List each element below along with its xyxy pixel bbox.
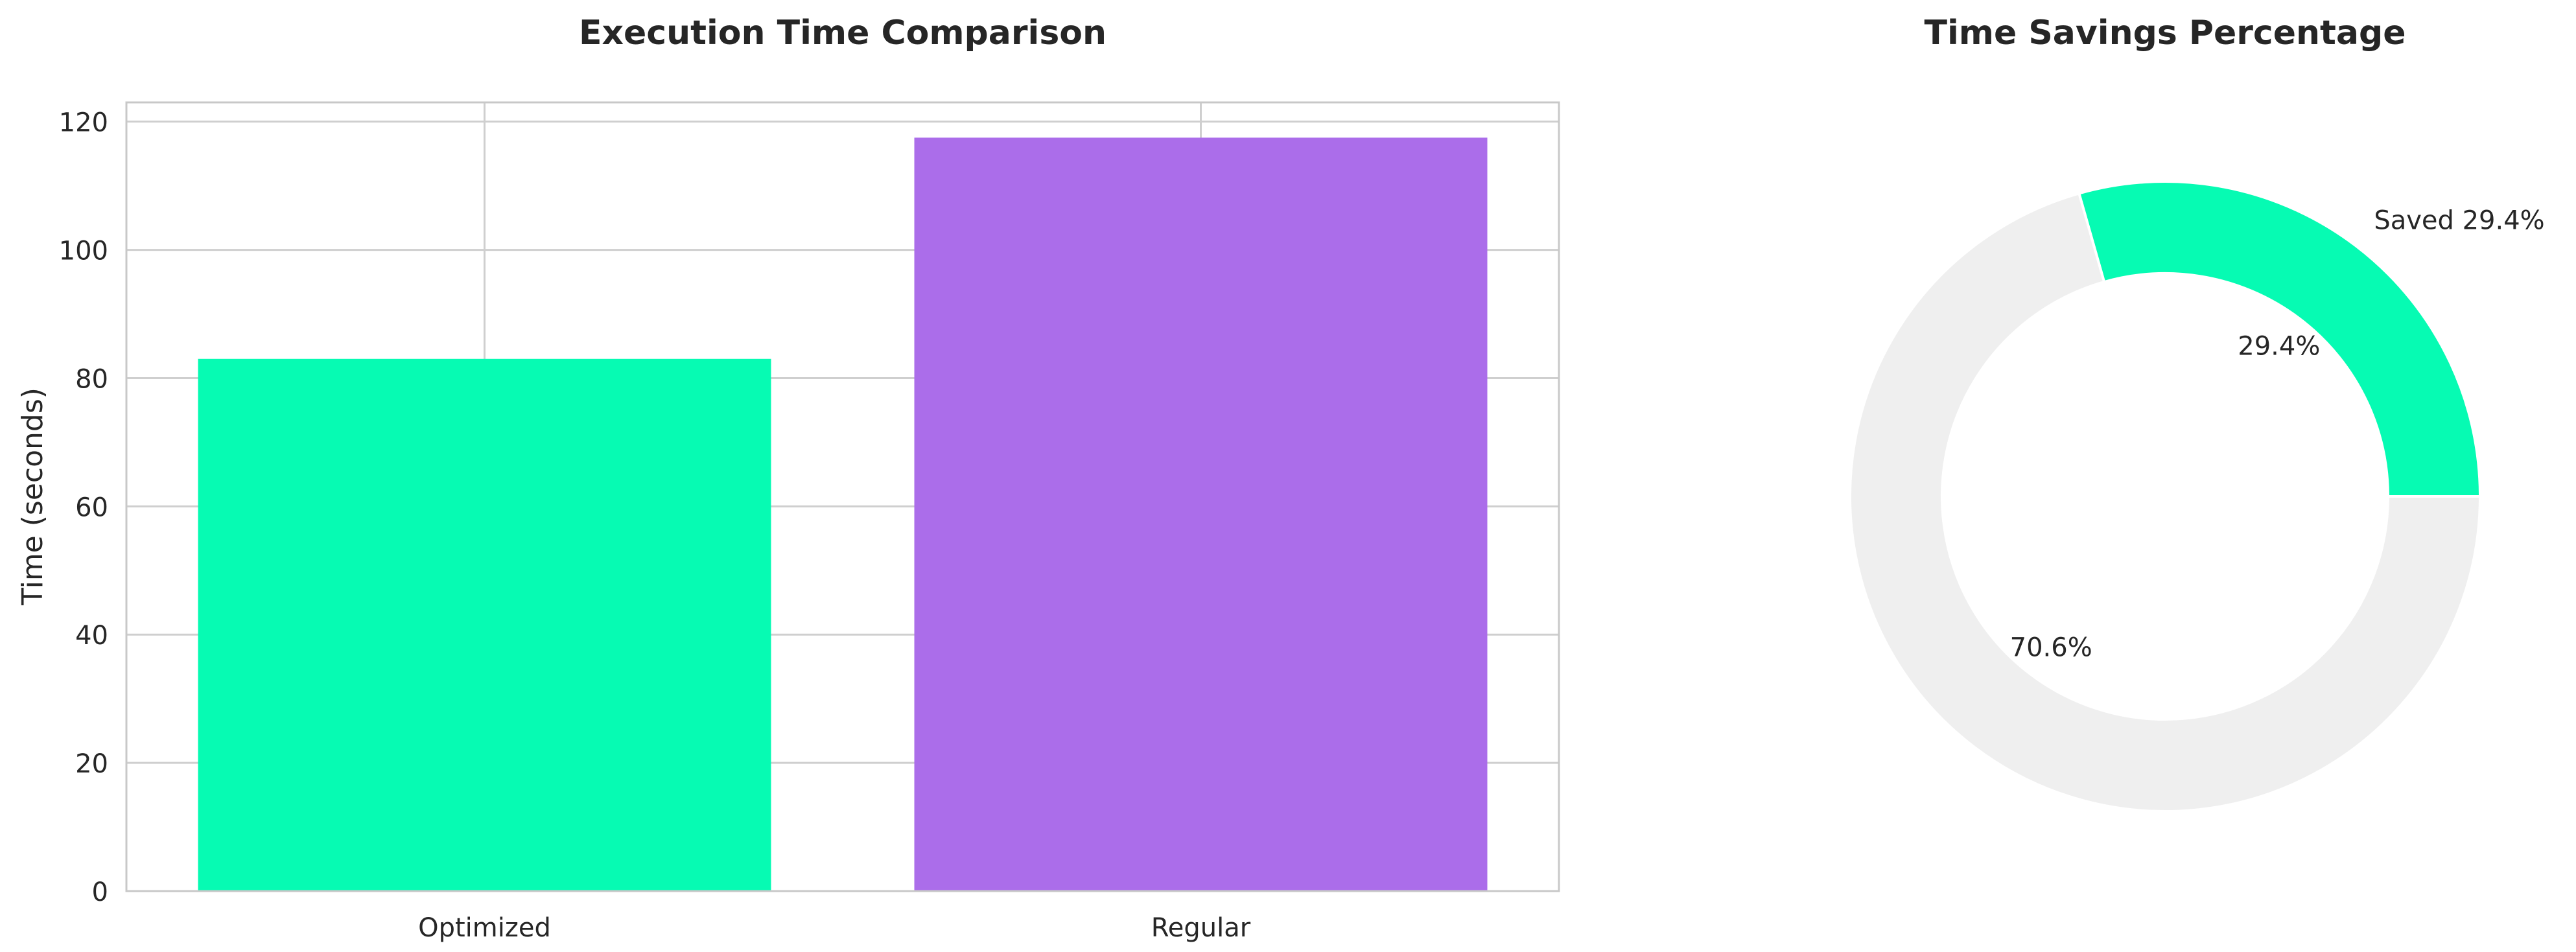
donut-pct-label: 29.4% [2238,331,2320,361]
bar-y-axis-label: Time (seconds) [16,388,49,606]
bar-x-ticks: Optimized Regular [418,913,1251,943]
x-tick-label: Regular [1151,913,1251,943]
x-tick-label: Optimized [418,913,551,943]
bar-optimized [198,358,771,891]
bar-regular [914,137,1488,891]
y-tick-label: 120 [59,108,108,138]
bar-y-ticks: 0 20 40 60 80 100 120 [59,108,108,907]
y-tick-label: 40 [75,621,108,651]
donut-chart: Time Savings Percentage 29.4% Saved 29.4%… [1849,14,2545,813]
y-tick-label: 60 [75,493,108,522]
bar-chart-title: Execution Time Comparison [579,14,1107,52]
donut-chart-title: Time Savings Percentage [1925,14,2406,52]
donut-outer-label: Saved 29.4% [2374,205,2544,235]
donut-slice-0 [2077,180,2482,498]
y-tick-label: 80 [75,364,108,394]
bar-marks [198,137,1488,891]
y-tick-label: 20 [75,749,108,779]
donut-slice-1 [1849,191,2482,813]
donut-slices [1849,180,2482,813]
bar-plot-frame [125,101,1560,892]
bar-chart: Execution Time Comparison 0 20 40 60 80 100 12… [16,14,1560,943]
y-tick-label: 0 [92,877,108,907]
donut-pct-label: 70.6% [2010,633,2092,663]
donut-labels: 29.4% Saved 29.4% 70.6% [2010,205,2545,662]
y-tick-label: 100 [59,237,108,266]
